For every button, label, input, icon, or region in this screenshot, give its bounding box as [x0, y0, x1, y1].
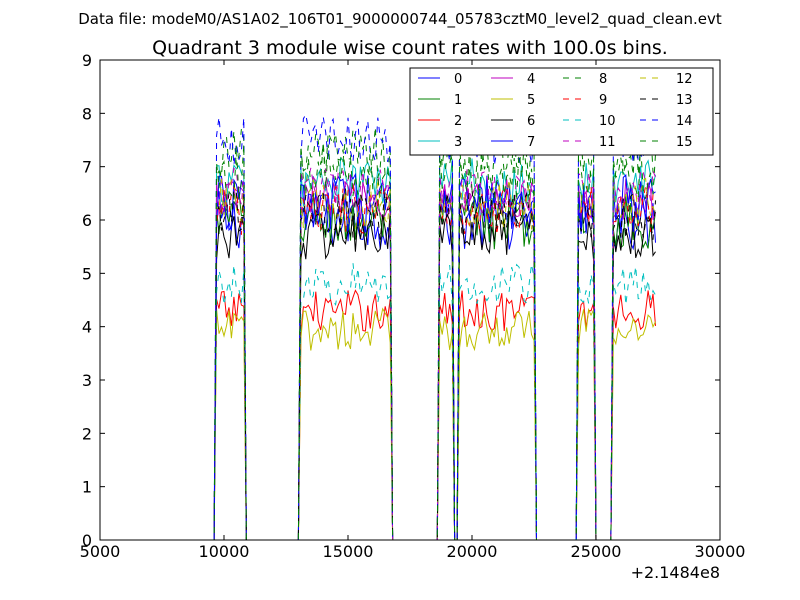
y-tick-label: 6 — [82, 211, 92, 230]
series-line-9 — [209, 184, 656, 540]
legend-label-10: 10 — [599, 114, 616, 129]
legend-label-15: 15 — [676, 135, 693, 150]
y-tick-label: 3 — [82, 371, 92, 390]
series-line-2 — [209, 289, 656, 540]
legend-label-4: 4 — [527, 72, 535, 87]
legend-label-0: 0 — [454, 72, 462, 87]
x-tick-label: 20000 — [447, 542, 498, 561]
y-tick-label: 2 — [82, 424, 92, 443]
series-line-10 — [209, 263, 656, 540]
figure-suptitle: Data file: modeM0/AS1A02_106T01_90000007… — [78, 10, 722, 29]
y-tick-label: 1 — [82, 478, 92, 497]
legend-label-8: 8 — [599, 72, 607, 87]
legend-label-7: 7 — [527, 135, 535, 150]
legend-label-11: 11 — [599, 135, 616, 150]
y-tick-label: 7 — [82, 158, 92, 177]
x-tick-label: 30000 — [695, 542, 746, 561]
y-tick-label: 0 — [82, 531, 92, 550]
legend-label-5: 5 — [527, 93, 535, 108]
x-tick-label: 5000 — [80, 542, 121, 561]
legend-box — [409, 67, 714, 156]
series-line-13 — [209, 187, 656, 540]
legend-label-14: 14 — [676, 114, 693, 129]
x-tick-label: 15000 — [323, 542, 374, 561]
series-line-0 — [209, 190, 656, 540]
legend-label-3: 3 — [454, 135, 462, 150]
legend-label-2: 2 — [454, 114, 462, 129]
legend-label-6: 6 — [527, 114, 535, 129]
plot-frame — [99, 59, 721, 541]
legend-label-13: 13 — [676, 93, 693, 108]
series-line-5 — [209, 307, 656, 540]
series-line-3 — [209, 156, 656, 540]
x-tick-label: 25000 — [571, 542, 622, 561]
series-line-4 — [209, 176, 656, 540]
legend-label-9: 9 — [599, 93, 607, 108]
chart-title: Quadrant 3 module wise count rates with … — [152, 37, 668, 59]
y-tick-label: 4 — [82, 318, 92, 337]
x-offset-label: +2.1484e8 — [631, 563, 720, 582]
y-tick-label: 8 — [82, 104, 92, 123]
series-layer — [209, 112, 656, 540]
y-tick-label: 9 — [82, 51, 92, 70]
series-line-6 — [209, 210, 656, 540]
legend-label-1: 1 — [454, 93, 462, 108]
y-tick-label: 5 — [82, 264, 92, 283]
x-tick-label: 10000 — [199, 542, 250, 561]
legend-label-12: 12 — [676, 72, 693, 87]
